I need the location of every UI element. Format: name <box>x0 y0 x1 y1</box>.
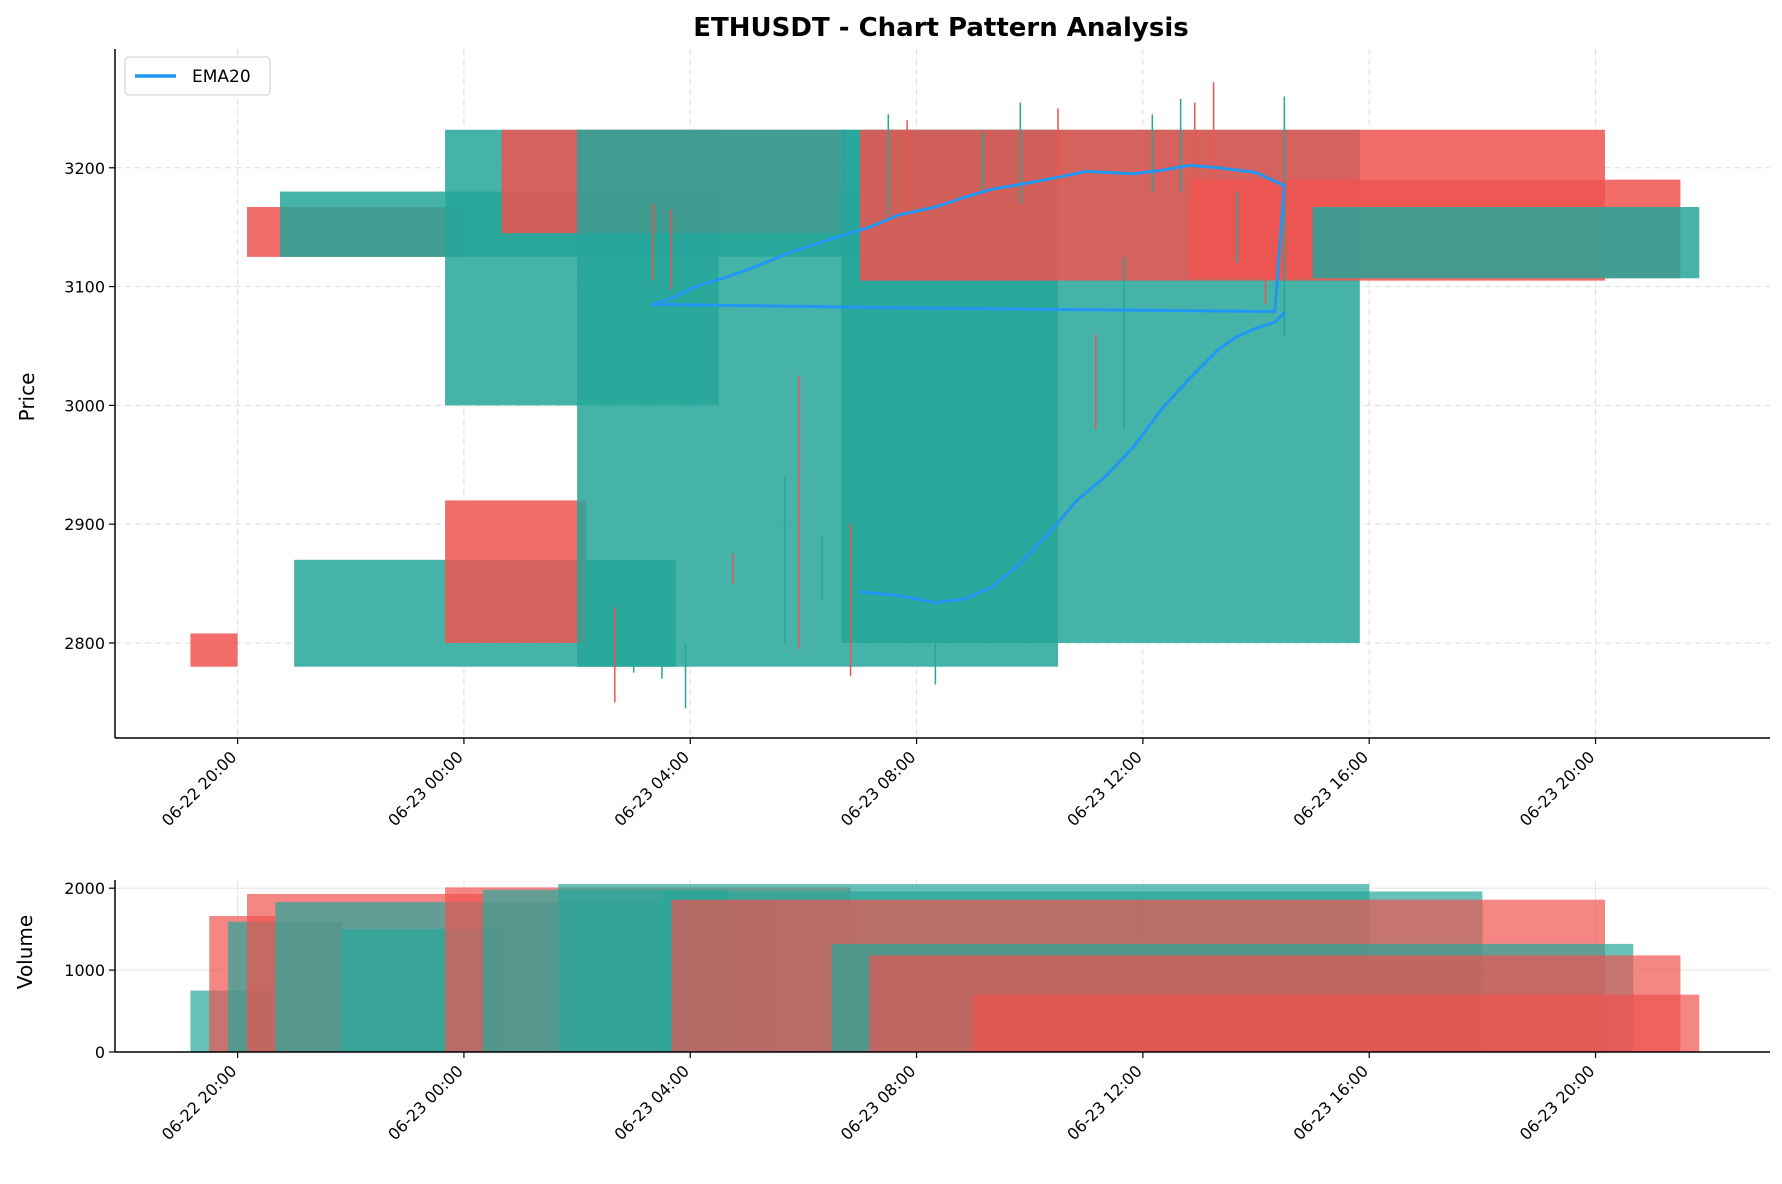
volume-x-tick-label-5: 06-23 16:00 <box>1290 1061 1373 1144</box>
ema-series <box>651 163 1286 605</box>
volume-x-tick-label-4: 06-23 12:00 <box>1063 1061 1146 1144</box>
price-axes <box>114 49 1770 739</box>
volume-bars <box>190 884 1700 1052</box>
price-zone-0 <box>190 633 238 667</box>
price-y-tick-label-4: 3200 <box>64 159 105 178</box>
price-x-ticks: 06-22 20:00 06-23 00:00 06-23 04:00 06-23 0… <box>158 738 1598 830</box>
chart-title: ETHUSDT - Chart Pattern Analysis <box>693 13 1188 43</box>
price-x-tick-label-6: 06-23 20:00 <box>1516 747 1599 830</box>
volume-x-tick-label-1: 06-23 00:00 <box>384 1061 467 1144</box>
volume-bar-13 <box>973 994 1700 1052</box>
volume-x-tick-label-6: 06-23 20:00 <box>1516 1061 1599 1144</box>
price-x-tick-label-2: 06-23 04:00 <box>611 747 694 830</box>
price-x-tick-label-5: 06-23 16:00 <box>1290 747 1373 830</box>
legend-box <box>124 56 271 96</box>
price-x-tick-label-1: 06-23 00:00 <box>384 747 467 830</box>
volume-axes <box>114 880 1770 1053</box>
volume-y-ticks: 0 1000 2000 <box>64 879 115 1062</box>
price-zone-6 <box>445 500 587 643</box>
volume-y-tick-label-2: 2000 <box>64 879 105 898</box>
volume-x-tick-label-0: 06-22 20:00 <box>158 1061 241 1144</box>
price-y-tick-label-1: 2900 <box>64 515 105 534</box>
volume-y-label: Volume <box>13 915 37 989</box>
price-y-tick-label-2: 3000 <box>64 396 105 415</box>
price-y-ticks: 2800 2900 3000 3100 3200 <box>64 159 115 653</box>
price-wicks <box>614 82 1286 709</box>
volume-x-tick-label-2: 06-23 04:00 <box>611 1061 694 1144</box>
price-zone-11 <box>1312 206 1700 279</box>
price-x-tick-label-0: 06-22 20:00 <box>158 747 241 830</box>
legend-ema-label: EMA20 <box>192 67 251 87</box>
ema-line-1 <box>858 311 1286 605</box>
volume-x-ticks: 06-22 20:00 06-23 00:00 06-23 04:00 06-23 0… <box>158 1052 1598 1144</box>
volume-panel: 0 1000 2000 06-22 20:00 06-23 00:00 06-23 04… <box>13 879 1770 1144</box>
price-panel: 2800 2900 3000 3100 3200 06-22 20:00 06-23 00… <box>15 49 1770 830</box>
price-y-label: Price <box>15 373 39 422</box>
price-x-tick-label-4: 06-23 12:00 <box>1063 747 1146 830</box>
ema-line-0 <box>651 163 1286 313</box>
price-y-tick-label-0: 2800 <box>64 634 105 653</box>
price-y-tick-label-3: 3100 <box>64 278 105 297</box>
volume-x-tick-label-3: 06-23 08:00 <box>837 1061 920 1144</box>
legend: EMA20 <box>124 56 271 96</box>
price-zones <box>190 129 1700 667</box>
volume-y-tick-label-1: 1000 <box>64 961 105 980</box>
volume-y-tick-label-0: 0 <box>95 1043 105 1062</box>
price-x-tick-label-3: 06-23 08:00 <box>837 747 920 830</box>
